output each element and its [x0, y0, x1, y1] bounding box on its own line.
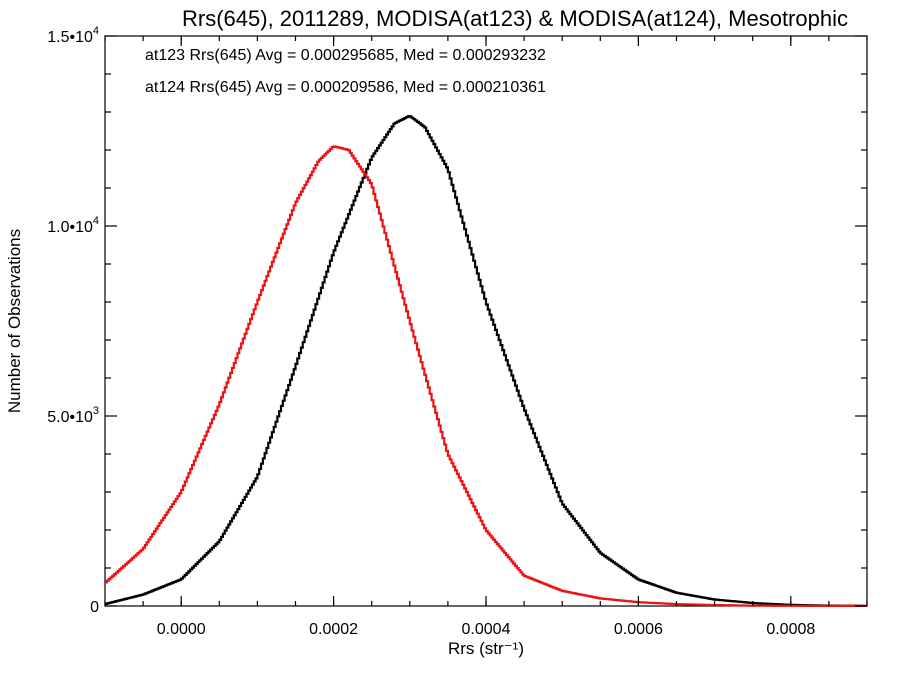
x-tick-label: 0.0000 [157, 621, 206, 638]
y-tick-label: 1.0•104 [47, 215, 99, 236]
plot-frame [104, 35, 868, 607]
y-tick-mantissa: 1.5•10 [47, 29, 93, 46]
y-tick-exponent: 4 [93, 215, 99, 227]
y-tick-mantissa: 5.0•10 [47, 409, 93, 426]
x-tick-label: 0.0004 [462, 621, 511, 638]
series-at124-histogram [105, 145, 867, 608]
legend: at123 Rrs(645) Avg = 0.000295685, Med = … [145, 47, 546, 96]
y-tick-label: 1.5•104 [47, 25, 99, 46]
y-tick-label: 5.0•103 [47, 405, 99, 426]
y-tick-mantissa: 1.0•10 [47, 219, 93, 236]
legend-at124: at124 Rrs(645) Avg = 0.000209586, Med = … [145, 79, 546, 96]
chart-title: Rrs(645), 2011289, MODISA(at123) & MODIS… [182, 6, 848, 31]
y-axis-label: Number of Observations [5, 229, 24, 413]
plot-area [104, 35, 868, 608]
x-tick-label: 0.0006 [614, 621, 663, 638]
y-tick-mantissa: 0 [90, 599, 99, 616]
y-tick-exponent: 4 [93, 25, 99, 37]
series-at123-histogram [105, 115, 867, 607]
legend-at123: at123 Rrs(645) Avg = 0.000295685, Med = … [145, 47, 546, 64]
x-axis-ticks: 0.0000 0.0002 0.0004 0.0006 0.0008 [104, 36, 868, 638]
y-tick-label: 0 [90, 599, 99, 616]
x-tick-label: 0.0002 [309, 621, 358, 638]
x-axis-label: Rrs (str⁻¹) [448, 639, 524, 658]
y-tick-exponent: 3 [93, 405, 99, 417]
x-tick-label: 0.0008 [766, 621, 815, 638]
